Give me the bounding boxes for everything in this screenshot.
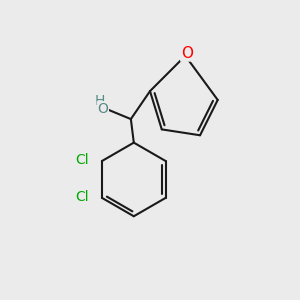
Text: Cl: Cl (75, 153, 89, 167)
Text: H: H (94, 94, 104, 107)
Text: O: O (181, 46, 193, 61)
Text: O: O (98, 102, 108, 116)
Text: Cl: Cl (75, 190, 89, 204)
